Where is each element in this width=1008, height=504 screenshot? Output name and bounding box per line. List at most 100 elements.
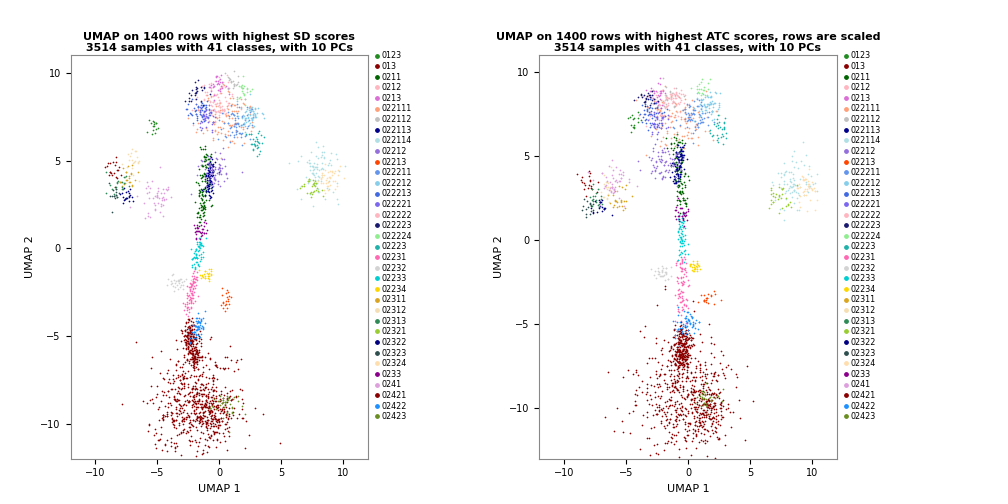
Point xyxy=(176,417,193,425)
Point xyxy=(176,397,193,405)
Point xyxy=(187,348,204,356)
Point xyxy=(198,186,214,195)
Point xyxy=(208,73,224,81)
Point xyxy=(771,183,787,192)
Point xyxy=(204,179,220,187)
Point xyxy=(669,338,685,346)
Point xyxy=(197,417,213,425)
Point xyxy=(183,281,200,289)
Point xyxy=(192,106,208,114)
Point xyxy=(223,122,239,131)
Point xyxy=(675,153,691,161)
Point xyxy=(214,79,230,87)
Point xyxy=(777,168,793,176)
Point xyxy=(168,277,184,285)
Point xyxy=(220,73,236,81)
Point xyxy=(660,101,676,109)
Point xyxy=(210,416,226,424)
Point xyxy=(658,402,674,410)
Point xyxy=(171,421,187,429)
Point xyxy=(586,195,602,203)
Point xyxy=(237,95,253,103)
Point xyxy=(682,262,699,270)
Point xyxy=(182,287,199,295)
Point xyxy=(300,175,317,183)
Point xyxy=(691,102,708,110)
Point xyxy=(700,401,716,409)
Point xyxy=(672,223,688,231)
Point xyxy=(700,79,716,87)
Point xyxy=(594,169,610,177)
Point xyxy=(674,373,690,381)
Point xyxy=(148,124,164,133)
Point xyxy=(646,111,662,119)
Point xyxy=(217,155,233,163)
Point xyxy=(195,403,211,411)
Point xyxy=(685,372,702,381)
Point xyxy=(205,128,221,136)
Point xyxy=(186,107,203,115)
Point xyxy=(681,176,698,184)
Point xyxy=(684,106,701,114)
Point xyxy=(700,100,716,108)
Point xyxy=(183,339,200,347)
Point xyxy=(677,348,694,356)
Point xyxy=(171,430,187,438)
Point xyxy=(178,338,195,346)
Point xyxy=(179,338,196,346)
Point xyxy=(202,166,218,174)
Point xyxy=(658,157,674,165)
Point xyxy=(670,367,686,375)
Point xyxy=(187,334,204,342)
Point xyxy=(199,187,215,196)
Point xyxy=(183,296,200,304)
Point xyxy=(175,426,192,434)
Point xyxy=(173,380,190,388)
Point xyxy=(218,411,234,419)
Point xyxy=(121,197,137,205)
Point xyxy=(647,104,663,112)
Point xyxy=(773,194,789,202)
Point xyxy=(584,185,600,194)
Point xyxy=(674,292,690,300)
Point xyxy=(703,396,719,404)
Point xyxy=(217,398,233,406)
Point xyxy=(210,415,226,423)
Point xyxy=(668,348,684,356)
Point xyxy=(653,268,669,276)
Point xyxy=(314,165,331,173)
Point xyxy=(591,200,607,208)
Point xyxy=(690,401,707,409)
Point xyxy=(658,408,674,416)
Point xyxy=(678,100,695,108)
Point xyxy=(695,413,711,421)
Point xyxy=(675,196,691,204)
Point xyxy=(224,90,240,98)
Point xyxy=(214,82,230,90)
Point xyxy=(106,192,122,200)
Point xyxy=(121,178,137,186)
Point xyxy=(202,109,218,117)
Point xyxy=(196,411,212,419)
Point xyxy=(198,150,214,158)
Point xyxy=(680,100,697,108)
Point xyxy=(183,342,200,350)
Point xyxy=(194,118,210,126)
Point xyxy=(210,418,226,426)
Point xyxy=(646,118,662,127)
Point xyxy=(631,384,647,392)
Point xyxy=(672,150,688,158)
Point xyxy=(188,355,205,363)
Point xyxy=(212,103,228,111)
Point xyxy=(666,160,682,168)
Point xyxy=(318,179,334,187)
Point xyxy=(666,382,682,390)
Point xyxy=(194,126,210,134)
Point xyxy=(703,76,719,84)
Point xyxy=(679,296,696,304)
Point xyxy=(196,242,212,250)
Point xyxy=(204,420,220,428)
Point xyxy=(193,105,209,113)
Point xyxy=(763,178,779,186)
Point xyxy=(193,108,209,116)
